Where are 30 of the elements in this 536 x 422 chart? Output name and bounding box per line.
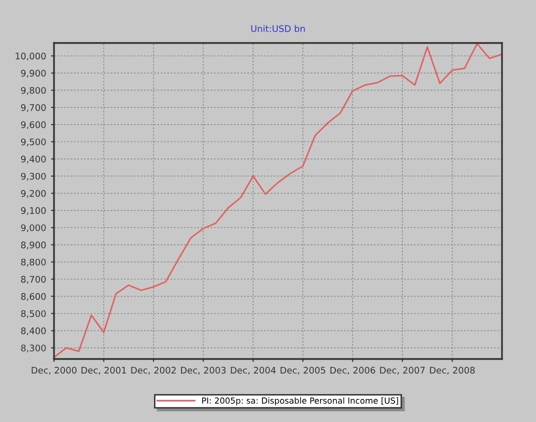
x-tick-label: Dec, 2002 <box>131 366 176 375</box>
legend-label: PI: 2005p: sa: Disposable Personal Income [US] <box>202 397 398 406</box>
x-tick-label: Dec, 2000 <box>32 366 76 375</box>
y-tick-label: 9,100 <box>21 207 46 215</box>
line-series <box>54 43 502 358</box>
y-tick-label: 8,600 <box>21 293 46 301</box>
y-tick-label: 9,500 <box>21 138 46 146</box>
x-tick-label: Dec, 2003 <box>181 366 226 375</box>
x-tick-label: Dec, 2008 <box>430 366 475 375</box>
y-tick-label: 9,700 <box>21 104 46 112</box>
y-tick-label: 9,000 <box>21 224 46 232</box>
y-tick-label: 8,300 <box>21 344 46 352</box>
x-tick-label: Dec, 2007 <box>380 366 425 375</box>
y-tick-label: 8,500 <box>21 310 46 318</box>
chart-title: Unit:USD bn <box>251 25 305 32</box>
y-tick-label: 8,700 <box>21 276 46 284</box>
y-tick-label: 8,800 <box>21 258 46 266</box>
y-tick-label: 10,000 <box>16 52 46 60</box>
y-tick-label: 9,300 <box>21 172 46 181</box>
y-tick-label: 9,400 <box>21 156 46 164</box>
y-tick-label: 8,900 <box>21 242 46 250</box>
y-tick-label: 9,600 <box>21 121 46 130</box>
y-tick-label: 9,800 <box>21 86 46 95</box>
y-tick-label: 9,900 <box>21 70 46 78</box>
x-tick-label: Dec, 2006 <box>330 366 376 375</box>
y-tick-label: 9,200 <box>21 190 46 198</box>
x-tick-label: Dec, 2005 <box>280 366 326 375</box>
y-tick-label: 8,400 <box>21 327 46 336</box>
x-tick-label: Dec, 2004 <box>230 366 276 375</box>
x-tick-label: Dec, 2001 <box>82 366 126 375</box>
